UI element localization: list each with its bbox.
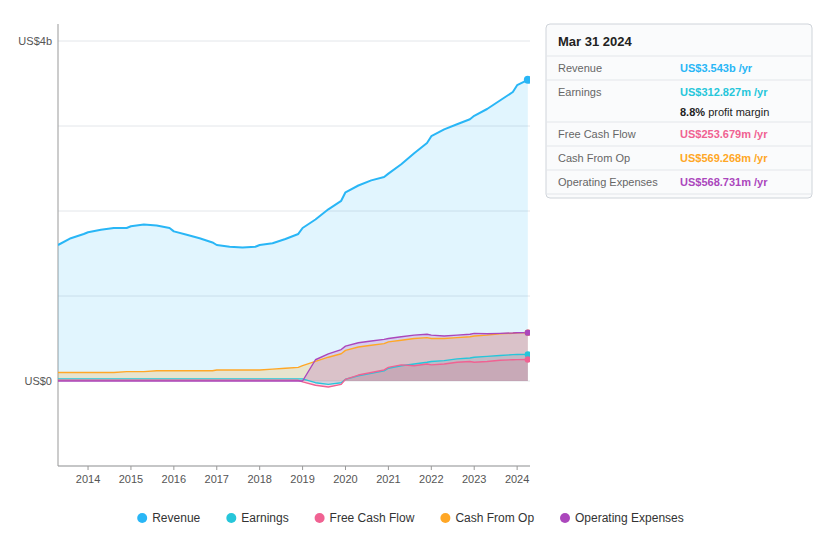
x-tick-label: 2021 — [376, 473, 400, 485]
tooltip-label: Earnings — [558, 86, 602, 98]
x-tick — [474, 466, 475, 470]
legend-item: Earnings — [226, 511, 288, 525]
grid-line — [58, 466, 530, 467]
legend-label: Earnings — [241, 511, 288, 525]
legend-label: Cash From Op — [455, 511, 534, 525]
x-tick-label: 2014 — [76, 473, 100, 485]
x-tick — [259, 466, 260, 470]
lines — [58, 80, 528, 387]
tooltip-note-value: 8.8% — [680, 106, 705, 118]
legend-label: Operating Expenses — [575, 511, 684, 525]
legend-swatch — [137, 513, 147, 523]
line — [58, 333, 528, 373]
legend-item: Free Cash Flow — [315, 511, 415, 525]
legend-label: Revenue — [152, 511, 200, 525]
legend-swatch — [440, 513, 450, 523]
x-tick-label: 2018 — [247, 473, 271, 485]
legend: Revenue Earnings Free Cash Flow Cash From O… — [137, 511, 684, 525]
end-dot — [525, 329, 530, 335]
area — [58, 80, 528, 381]
x-tick-label: 2015 — [119, 473, 143, 485]
tooltip-note: 8.8% profit margin — [680, 106, 769, 118]
x-tick-label: 2023 — [462, 473, 486, 485]
x-tick — [130, 466, 131, 470]
y-tick-label: US$0 — [24, 375, 52, 387]
tooltip-title: Mar 31 2024 — [558, 34, 632, 49]
x-tick-label: 2017 — [205, 473, 229, 485]
tooltip-separator — [546, 80, 812, 81]
x-tick — [345, 466, 346, 470]
legend-item: Cash From Op — [440, 511, 534, 525]
x-tick-label: 2019 — [290, 473, 314, 485]
plot-area — [58, 76, 530, 387]
x-tick — [431, 466, 432, 470]
x-tick — [173, 466, 174, 470]
x-axis-line — [58, 466, 530, 467]
area — [58, 333, 528, 381]
legend-item: Operating Expenses — [560, 511, 684, 525]
x-tick — [88, 466, 89, 470]
tooltip-separator — [546, 146, 812, 147]
tooltip-note-text: profit margin — [705, 106, 769, 118]
tooltip-label: Revenue — [558, 62, 602, 74]
y-tick-label: US$4b — [18, 35, 52, 47]
end-dot — [525, 329, 530, 335]
tooltip-value: US$312.827m /yr — [680, 86, 768, 98]
x-tick-label: 2020 — [333, 473, 357, 485]
area — [58, 333, 528, 381]
grid-line — [58, 41, 530, 42]
tooltip-value: US$3.543b /yr — [680, 62, 753, 74]
legend-swatch — [226, 513, 236, 523]
x-tick — [216, 466, 217, 470]
tooltip-label: Cash From Op — [558, 152, 630, 164]
tooltip-box — [546, 24, 812, 198]
line — [58, 80, 528, 248]
tooltip: Mar 31 2024 Revenue US$3.543b /yr Earnings U… — [546, 24, 812, 198]
x-tick-label: 2022 — [419, 473, 443, 485]
tooltip-value: US$568.731m /yr — [680, 176, 768, 188]
end-dot — [524, 76, 530, 84]
x-tick-label: 2024 — [505, 473, 529, 485]
legend-item: Revenue — [137, 511, 200, 525]
legend-swatch — [560, 513, 570, 523]
legend-swatch — [315, 513, 325, 523]
line — [58, 359, 528, 387]
x-tick — [302, 466, 303, 470]
tooltip-value: US$569.268m /yr — [680, 152, 768, 164]
tooltip-separator — [546, 122, 812, 123]
tooltip-label: Free Cash Flow — [558, 128, 636, 140]
grid — [58, 41, 530, 466]
areas — [58, 80, 528, 387]
end-dots — [524, 76, 530, 363]
tooltip-separator — [546, 194, 812, 195]
line — [58, 333, 528, 381]
end-dot — [525, 356, 530, 362]
chart: US$0 US$4b 2014 2015 2016 2017 2018 2019 2020 202… — [0, 0, 821, 560]
x-tick-label: 2016 — [162, 473, 186, 485]
tooltip-label: Operating Expenses — [558, 176, 658, 188]
x-tick — [388, 466, 389, 470]
legend-label: Free Cash Flow — [330, 511, 415, 525]
tooltip-value: US$253.679m /yr — [680, 128, 768, 140]
tooltip-separator — [546, 170, 812, 171]
x-tick — [517, 466, 518, 470]
tooltip-separator — [546, 56, 812, 57]
